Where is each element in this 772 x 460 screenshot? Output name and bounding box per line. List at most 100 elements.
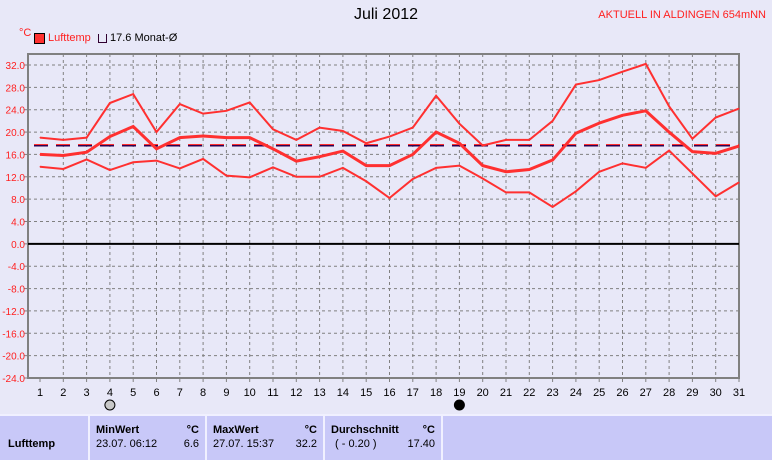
data-point [62, 139, 64, 141]
max-unit: °C [304, 424, 317, 436]
legend-monthly-average: 17.6 Monat-Ø [98, 32, 177, 44]
y-tick-label: 16.0 [6, 150, 26, 161]
data-point [342, 167, 344, 169]
data-point [179, 167, 181, 169]
x-tick-label: 19 [453, 387, 465, 399]
avg-col: Durchschnitt °C ( - 0.20 ) 17.40 [323, 416, 441, 460]
data-point [691, 151, 693, 153]
data-point [691, 172, 693, 174]
x-tick-label: 20 [477, 387, 489, 399]
data-point [458, 142, 460, 144]
data-point [645, 167, 647, 169]
min-col: MinWert °C 23.07. 06:12 6.6 [88, 416, 205, 460]
data-point [389, 165, 390, 167]
legend-swatch [34, 32, 45, 44]
data-point [412, 127, 414, 129]
avg-diff: ( - 0.20 ) [335, 438, 377, 450]
data-point [575, 132, 577, 134]
line-chart: 32.0 28.0 24.0 20.0 16.0 12.0 8.0 4.0 0.0 -4.0 -8.… [2, 53, 745, 411]
max-header: MaxWert [213, 424, 259, 436]
chart-title: Juli 2012 [353, 6, 419, 23]
x-tick-label: 18 [430, 387, 442, 399]
data-point [365, 165, 367, 167]
data-point [505, 191, 507, 193]
data-point [715, 117, 717, 119]
legend-swatch [98, 33, 107, 43]
x-tick-label: 1 [37, 387, 43, 399]
max-value: 32.2 [295, 438, 317, 450]
x-tick-label: 17 [407, 387, 419, 399]
data-point [715, 152, 717, 154]
legend-label: Lufttemp [48, 32, 91, 44]
min-time: 23.07. 06:12 [96, 438, 158, 450]
data-point [86, 158, 88, 160]
data-point [86, 137, 88, 139]
x-tick-label: 3 [84, 387, 90, 399]
data-point [738, 181, 740, 183]
x-tick-label: 21 [500, 387, 512, 399]
data-point [132, 93, 134, 95]
data-point [365, 142, 367, 144]
data-point [598, 171, 600, 173]
data-point [156, 160, 157, 162]
x-tick-label: 12 [290, 387, 302, 399]
max-time: 27.07. 15:37 [213, 438, 275, 450]
data-point [295, 176, 297, 178]
data-point [109, 169, 111, 171]
legend-lufttemp: Lufttemp [34, 32, 91, 44]
x-tick-label: 27 [640, 387, 652, 399]
data-point [156, 131, 157, 133]
data-point [86, 151, 88, 153]
data-point [458, 123, 460, 125]
x-tick-label: 10 [244, 387, 256, 399]
data-point [62, 155, 64, 157]
x-tick-label: 9 [223, 387, 229, 399]
data-point [412, 153, 414, 155]
data-point [528, 191, 530, 193]
y-tick-label: 8.0 [11, 195, 25, 206]
data-point [179, 137, 181, 139]
data-point [319, 127, 321, 129]
data-point [62, 168, 64, 170]
data-point [249, 101, 251, 103]
data-point [156, 148, 157, 150]
data-point [389, 197, 390, 199]
avg-header: Durchschnitt [331, 424, 399, 436]
data-point [319, 176, 321, 178]
stats-table: Lufttemp MinWert °C 23.07. 06:12 6.6 Max… [0, 414, 772, 460]
data-point [668, 150, 670, 152]
data-point [272, 148, 274, 150]
data-point [505, 139, 507, 141]
data-point [482, 144, 484, 146]
data-point [575, 84, 577, 86]
data-point [715, 195, 717, 197]
x-tick-label: 31 [733, 387, 745, 399]
new-moon-icon [453, 399, 465, 411]
data-point [39, 166, 41, 168]
data-point [342, 150, 344, 152]
data-point [622, 162, 623, 164]
y-tick-label: 32.0 [6, 61, 26, 72]
data-point [738, 145, 740, 147]
data-point [668, 105, 670, 107]
x-tick-label: 7 [177, 387, 183, 399]
data-point [319, 156, 321, 158]
data-point [458, 165, 460, 167]
data-point [202, 135, 204, 137]
data-point [109, 136, 111, 138]
x-tick-label: 14 [337, 387, 349, 399]
data-point [249, 137, 251, 139]
max-col: MaxWert °C 27.07. 15:37 32.2 [205, 416, 323, 460]
data-point [435, 167, 437, 169]
data-point [645, 63, 647, 65]
y-tick-label: 24.0 [6, 106, 26, 117]
data-point [389, 136, 390, 138]
data-point [109, 102, 111, 104]
data-point [482, 165, 484, 167]
data-point [552, 120, 554, 122]
x-tick-label: 29 [686, 387, 698, 399]
full-moon-icon [104, 399, 116, 411]
data-point [295, 160, 297, 162]
row-label: Lufttemp [8, 438, 56, 450]
min-header: MinWert [96, 424, 140, 436]
